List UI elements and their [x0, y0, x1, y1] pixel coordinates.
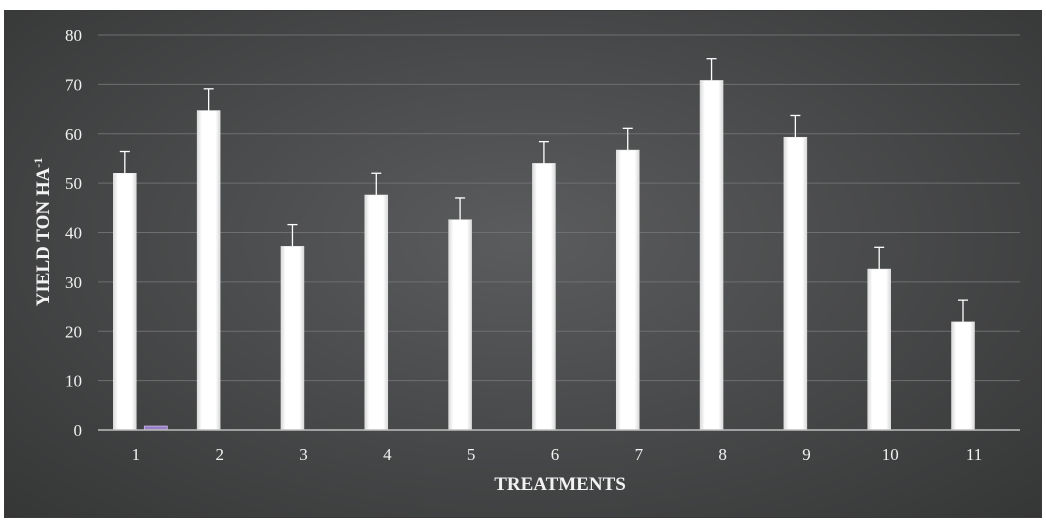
- y-axis-title: YIELD TON HA-1: [31, 158, 54, 307]
- x-tick-label: 4: [383, 445, 392, 464]
- y-tick-label: 0: [74, 421, 83, 440]
- x-tick-label: 10: [882, 445, 899, 464]
- x-tick-label: 8: [718, 445, 727, 464]
- x-tick-label: 11: [966, 445, 982, 464]
- y-tick-label: 30: [65, 273, 82, 292]
- bar: [951, 321, 975, 431]
- y-tick-label: 80: [65, 26, 82, 45]
- bar: [448, 219, 472, 431]
- chart-background: [4, 10, 1042, 518]
- x-axis-title: TREATMENTS: [494, 474, 626, 495]
- bar: [532, 163, 556, 431]
- bar: [113, 173, 137, 431]
- x-tick-label: 2: [215, 445, 224, 464]
- x-tick-label: 6: [551, 445, 560, 464]
- bar: [783, 136, 808, 431]
- x-tick-label: 5: [467, 445, 476, 464]
- y-tick-label: 60: [65, 125, 82, 144]
- y-tick-label: 10: [65, 372, 82, 391]
- bar: [867, 268, 891, 431]
- x-tick-label: 9: [802, 445, 811, 464]
- bars: [113, 58, 975, 431]
- y-tick-label: 70: [65, 75, 82, 94]
- x-tick-label: 1: [132, 445, 141, 464]
- x-tick-label: 7: [635, 445, 644, 464]
- bar: [615, 149, 640, 431]
- bar: [364, 194, 389, 431]
- x-tick-label: 3: [299, 445, 308, 464]
- gridlines: [98, 34, 1020, 382]
- y-axis-title-main: YIELD TON HA: [33, 167, 54, 306]
- y-tick-label: 40: [65, 224, 82, 243]
- y-tick-label: 20: [65, 322, 82, 341]
- bar: [699, 80, 724, 431]
- bar: [196, 110, 221, 431]
- x-axis-ticks: 1 2 3 4 5 6 7 8 9 10 11: [132, 445, 983, 464]
- y-axis-title-superscript: -1: [31, 158, 45, 168]
- bar: [280, 246, 305, 431]
- y-tick-label: 50: [65, 174, 82, 193]
- y-axis-ticks: 0 10 20 30 40 50 60 70 80: [65, 26, 82, 440]
